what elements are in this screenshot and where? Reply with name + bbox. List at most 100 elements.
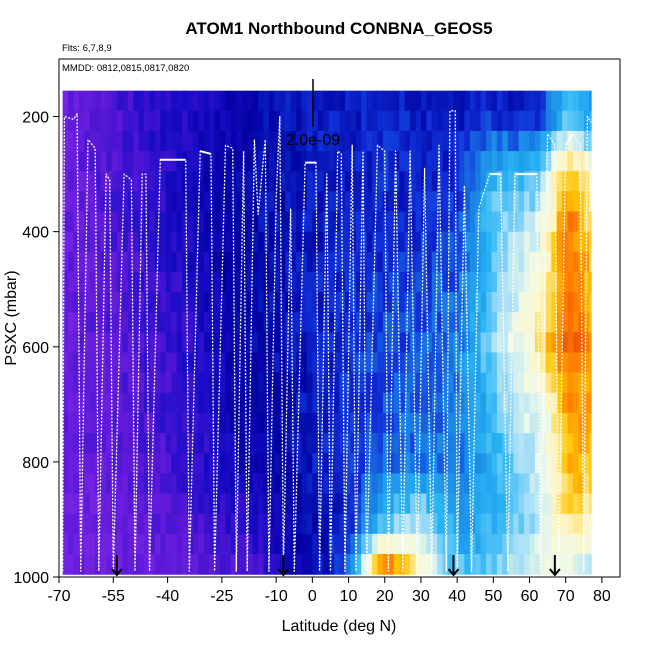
heatmap-cell xyxy=(138,151,145,172)
heatmap-cell xyxy=(524,473,531,495)
heatmap-cell xyxy=(583,533,590,555)
heatmap-cell xyxy=(431,251,438,273)
heatmap-cell xyxy=(209,151,216,172)
heatmap-cell xyxy=(534,412,541,434)
heatmap-cell xyxy=(285,251,292,273)
heatmap-cell xyxy=(355,191,362,213)
heatmap-cell xyxy=(578,433,585,454)
heatmap-cell xyxy=(78,90,85,112)
heatmap-cell xyxy=(247,332,254,354)
heatmap-cell xyxy=(399,473,406,495)
heatmap-cell xyxy=(236,412,243,434)
heatmap-cell xyxy=(182,130,189,152)
heatmap-cell xyxy=(78,453,85,474)
heatmap-cell xyxy=(274,191,281,213)
heatmap-cell xyxy=(377,211,384,233)
heatmap-cell xyxy=(209,453,216,474)
heatmap-cell xyxy=(382,191,389,213)
heatmap-cell xyxy=(393,412,400,434)
heatmap-cell xyxy=(480,392,487,414)
heatmap-cell xyxy=(84,493,91,515)
heatmap-cell xyxy=(301,392,308,414)
heatmap-cell xyxy=(192,130,199,152)
heatmap-cell xyxy=(334,493,341,515)
heatmap-cell xyxy=(382,90,389,112)
heatmap-cell xyxy=(366,151,373,172)
heatmap-cell xyxy=(100,251,107,273)
heatmap-cell xyxy=(480,312,487,333)
heatmap-cell xyxy=(534,231,541,253)
heatmap-cell xyxy=(68,352,75,374)
heatmap-cell xyxy=(556,392,563,414)
heatmap-cell xyxy=(192,513,199,535)
heatmap-cell xyxy=(247,151,254,172)
heatmap-cell xyxy=(252,211,259,233)
heatmap-cell xyxy=(203,412,210,434)
heatmap-cell xyxy=(203,90,210,112)
heatmap-cell xyxy=(399,372,406,394)
heatmap-cell xyxy=(165,312,172,333)
heatmap-cell xyxy=(437,251,444,273)
heatmap-cell xyxy=(230,453,237,474)
heatmap-cell xyxy=(572,251,579,273)
heatmap-cell xyxy=(165,171,172,192)
heatmap-cell xyxy=(480,332,487,354)
heatmap-cell xyxy=(567,392,574,414)
heatmap-cell xyxy=(420,332,427,354)
heatmap-cell xyxy=(518,292,525,313)
heatmap-cell xyxy=(328,171,335,192)
heatmap-cell xyxy=(301,412,308,434)
heatmap-cell xyxy=(165,271,172,293)
heatmap-cell xyxy=(241,372,248,394)
heatmap-cell xyxy=(236,392,243,414)
heatmap-cell xyxy=(285,130,292,152)
heatmap-cell xyxy=(263,171,270,192)
heatmap-cell xyxy=(68,513,75,535)
heatmap-cell xyxy=(198,251,205,273)
heatmap-cell xyxy=(116,211,123,233)
heatmap-cell xyxy=(247,90,254,112)
heatmap-cell xyxy=(62,191,69,213)
y-tick-label: 200 xyxy=(22,110,49,127)
heatmap-cell xyxy=(540,513,547,535)
heatmap-cell xyxy=(458,553,465,575)
heatmap-cell xyxy=(350,533,357,555)
heatmap-cell xyxy=(524,372,531,394)
heatmap-cell xyxy=(540,151,547,172)
heatmap-cell xyxy=(410,493,417,515)
dates-label: MMDD: 0812,0815,0817,0820 xyxy=(62,63,189,74)
heatmap-cell xyxy=(312,412,319,434)
heatmap-cell xyxy=(73,412,80,434)
heatmap-cell xyxy=(127,312,134,333)
heatmap-cell xyxy=(464,271,471,293)
heatmap-cell xyxy=(296,533,303,555)
heatmap-cell xyxy=(464,251,471,273)
heatmap-cell xyxy=(241,90,248,112)
heatmap-cell xyxy=(393,90,400,112)
heatmap-cell xyxy=(89,372,96,394)
y-tick-label: 600 xyxy=(22,340,49,357)
heatmap-cell xyxy=(404,493,411,515)
heatmap-cell xyxy=(415,412,422,434)
heatmap-cell xyxy=(192,231,199,253)
heatmap-cell xyxy=(84,191,91,213)
heatmap-cell xyxy=(268,533,275,555)
heatmap-cell xyxy=(100,433,107,454)
heatmap-cell xyxy=(122,412,129,434)
heatmap-cell xyxy=(116,110,123,132)
heatmap-cell xyxy=(133,433,140,454)
heatmap-cell xyxy=(100,332,107,354)
heatmap-cell xyxy=(154,332,161,354)
heatmap-cell xyxy=(431,553,438,575)
heatmap-cell xyxy=(486,493,493,515)
heatmap-cell xyxy=(214,231,221,253)
heatmap-cell xyxy=(415,392,422,414)
heatmap-cell xyxy=(187,433,194,454)
heatmap-cell xyxy=(171,171,178,192)
heatmap-cell xyxy=(513,553,520,575)
heatmap-cell xyxy=(306,211,313,233)
heatmap-cell xyxy=(502,110,509,132)
heatmap-cell xyxy=(296,171,303,192)
heatmap-cell xyxy=(165,231,172,253)
heatmap-cell xyxy=(502,292,509,313)
